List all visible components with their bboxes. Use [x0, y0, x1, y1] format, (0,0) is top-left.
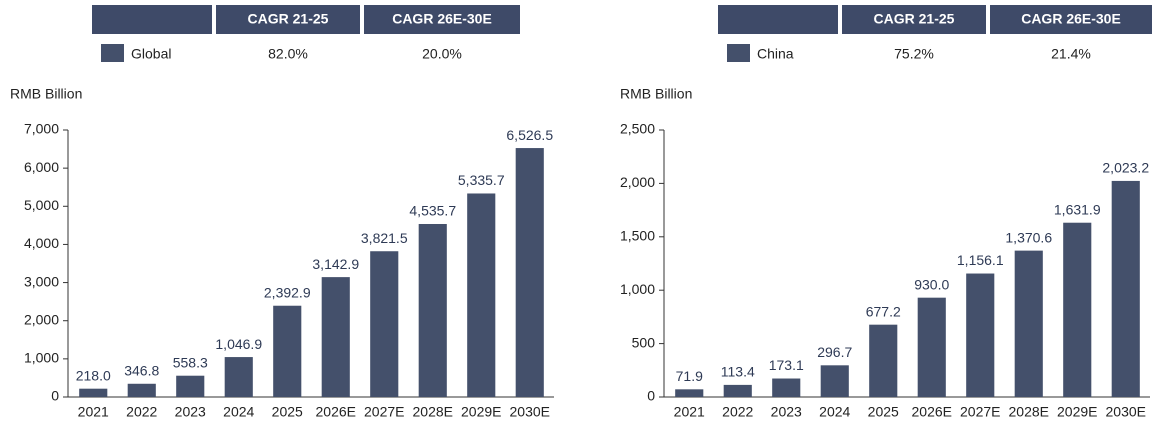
bar	[515, 148, 544, 397]
data-label: 5,335.7	[458, 172, 505, 188]
bar	[176, 375, 205, 397]
x-tick-label: 2030E	[1106, 404, 1146, 420]
x-tick-label: 2028E	[413, 404, 453, 420]
table-header: CAGR 21-25	[248, 11, 329, 27]
x-tick-label: 2026E	[316, 404, 356, 420]
table-header-cell	[990, 5, 1152, 34]
x-tick-label: 2023	[771, 404, 802, 420]
y-tick-label: 2,000	[620, 174, 655, 190]
bar	[1063, 222, 1092, 397]
bar	[370, 251, 399, 397]
x-tick-label: 2022	[722, 404, 753, 420]
y-tick-label: 6,000	[24, 159, 59, 175]
table-header-cell	[718, 5, 838, 34]
y-tick-label: 2,500	[620, 121, 655, 137]
bar	[467, 193, 496, 397]
table-header-cell	[364, 5, 520, 34]
y-tick-label: 4,000	[24, 235, 59, 251]
legend-swatch	[727, 44, 750, 62]
table-value: 82.0%	[268, 46, 308, 62]
data-label: 1,156.1	[957, 252, 1004, 268]
y-tick-label: 5,000	[24, 197, 59, 213]
bar	[1111, 180, 1140, 397]
data-label: 1,631.9	[1054, 201, 1101, 217]
data-label: 1,370.6	[1005, 229, 1052, 245]
bar	[869, 324, 898, 397]
data-label: 218.0	[76, 367, 111, 383]
bar	[772, 378, 801, 397]
legend-swatch	[101, 44, 124, 62]
y-tick-label: 3,000	[24, 273, 59, 289]
x-tick-label: 2024	[819, 404, 850, 420]
x-tick-label: 2029E	[461, 404, 501, 420]
table-header-cell	[216, 5, 360, 34]
data-label: 6,526.5	[506, 127, 553, 143]
x-tick-label: 2027E	[364, 404, 404, 420]
y-tick-label: 1,000	[620, 281, 655, 297]
data-label: 677.2	[866, 303, 901, 319]
bar	[127, 383, 156, 397]
table-value: 21.4%	[1051, 46, 1091, 62]
data-label: 558.3	[173, 354, 208, 370]
y-tick-label: 0	[647, 388, 655, 404]
legend-label: China	[757, 46, 794, 62]
bar	[966, 273, 995, 397]
bar	[820, 365, 849, 397]
bar	[675, 389, 704, 397]
data-label: 2,023.2	[1102, 160, 1149, 176]
data-label: 113.4	[721, 364, 755, 380]
x-tick-label: 2029E	[1057, 404, 1097, 420]
x-tick-label: 2021	[78, 404, 109, 420]
x-tick-label: 2030E	[510, 404, 550, 420]
data-label: 346.8	[124, 362, 159, 378]
table-header: CAGR 21-25	[874, 11, 955, 27]
data-label: 3,821.5	[361, 230, 408, 246]
bar	[917, 297, 946, 397]
bar	[224, 357, 253, 397]
data-label: 4,535.7	[409, 203, 456, 219]
x-tick-label: 2025	[868, 404, 899, 420]
table-value: 20.0%	[422, 46, 462, 62]
x-tick-label: 2024	[223, 404, 254, 420]
table-header-cell	[92, 5, 212, 34]
x-tick-label: 2028E	[1009, 404, 1049, 420]
x-tick-label: 2021	[674, 404, 705, 420]
bar	[273, 305, 302, 397]
table-value: 75.2%	[894, 46, 934, 62]
y-tick-label: 1,500	[620, 228, 655, 244]
data-label: 2,392.9	[264, 284, 311, 300]
table-header: CAGR 26E-30E	[1021, 11, 1121, 27]
y-tick-label: 500	[632, 334, 656, 350]
table-header-cell	[842, 5, 986, 34]
legend-label: Global	[131, 46, 171, 62]
y-tick-label: 0	[51, 388, 59, 404]
y-tick-label: 1,000	[24, 350, 59, 366]
bar	[418, 223, 447, 397]
y-axis-label: RMB Billion	[10, 86, 82, 102]
x-tick-label: 2022	[126, 404, 157, 420]
y-tick-label: 7,000	[24, 121, 59, 137]
y-axis-label: RMB Billion	[620, 86, 692, 102]
data-label: 71.9	[676, 368, 703, 384]
x-tick-label: 2023	[175, 404, 206, 420]
x-tick-label: 2027E	[960, 404, 1000, 420]
data-label: 296.7	[817, 344, 852, 360]
bar	[723, 384, 752, 397]
x-tick-label: 2025	[272, 404, 303, 420]
bar	[79, 388, 108, 397]
bar	[321, 277, 350, 397]
data-label: 1,046.9	[215, 336, 262, 352]
x-tick-label: 2026E	[912, 404, 952, 420]
table-header: CAGR 26E-30E	[392, 11, 492, 27]
data-label: 173.1	[769, 357, 804, 373]
bar	[1014, 250, 1043, 397]
data-label: 930.0	[914, 276, 949, 292]
data-label: 3,142.9	[312, 256, 359, 272]
y-tick-label: 2,000	[24, 311, 59, 327]
